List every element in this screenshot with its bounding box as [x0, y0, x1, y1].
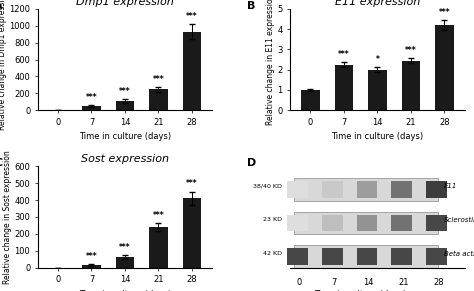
Bar	[426, 181, 447, 198]
Text: ***: ***	[405, 46, 417, 55]
X-axis label: Time in culture (days): Time in culture (days)	[79, 290, 171, 291]
Bar	[392, 215, 412, 231]
Bar	[287, 249, 308, 265]
Text: ***: ***	[338, 50, 350, 59]
Bar	[322, 215, 343, 231]
Y-axis label: Relative change in Dmp1 expression: Relative change in Dmp1 expression	[0, 0, 7, 129]
Bar	[392, 249, 412, 265]
Text: Sclerostin: Sclerostin	[444, 217, 474, 223]
Bar	[116, 101, 134, 110]
Bar	[356, 181, 377, 198]
Title: Sost expression: Sost expression	[81, 154, 169, 164]
Text: 23 KD: 23 KD	[263, 217, 282, 223]
Bar	[183, 198, 201, 268]
X-axis label: Time in culture (days): Time in culture (days)	[331, 132, 424, 141]
Text: 21: 21	[398, 278, 409, 287]
Text: C: C	[0, 158, 2, 168]
Text: D: D	[247, 158, 256, 168]
Text: ***: ***	[86, 252, 97, 261]
Text: ***: ***	[86, 93, 97, 102]
Text: E11: E11	[444, 183, 457, 189]
Text: 7: 7	[331, 278, 337, 287]
Text: 0: 0	[296, 278, 302, 287]
Bar	[322, 181, 343, 198]
Bar	[368, 70, 387, 110]
Bar	[116, 257, 134, 268]
Text: 14: 14	[364, 278, 374, 287]
Bar	[294, 178, 438, 201]
Title: E11 expression: E11 expression	[335, 0, 420, 7]
Bar	[402, 61, 420, 110]
Title: Dmp1 expression: Dmp1 expression	[76, 0, 174, 7]
Bar	[322, 249, 343, 265]
Text: ***: ***	[153, 211, 164, 220]
Text: ***: ***	[153, 74, 164, 84]
Bar	[149, 89, 168, 110]
Text: ***: ***	[119, 243, 131, 252]
Text: ***: ***	[119, 87, 131, 96]
Bar	[356, 249, 377, 265]
Bar	[287, 181, 308, 198]
Bar	[294, 212, 438, 234]
Y-axis label: Relative change in E11 expression: Relative change in E11 expression	[265, 0, 274, 125]
Text: ***: ***	[186, 12, 198, 21]
Text: *: *	[375, 55, 379, 64]
Text: Time in culture (days): Time in culture (days)	[314, 290, 406, 291]
Bar	[82, 265, 100, 268]
Text: A: A	[0, 1, 3, 10]
Bar	[301, 90, 319, 110]
Bar	[149, 227, 168, 268]
Bar	[287, 215, 308, 231]
Bar	[426, 215, 447, 231]
Text: 28: 28	[433, 278, 444, 287]
X-axis label: Time in culture (days): Time in culture (days)	[79, 132, 171, 141]
Bar	[426, 249, 447, 265]
Text: ***: ***	[438, 8, 450, 17]
Text: B: B	[247, 1, 255, 10]
Bar	[356, 215, 377, 231]
Bar	[294, 245, 438, 268]
Text: 38/40 KD: 38/40 KD	[253, 184, 282, 189]
Text: 42 KD: 42 KD	[263, 251, 282, 256]
Bar	[82, 106, 100, 110]
Bar	[435, 25, 454, 110]
Bar	[183, 32, 201, 110]
Bar	[335, 65, 353, 110]
Text: ***: ***	[186, 180, 198, 189]
Y-axis label: Relative change in Sost expression: Relative change in Sost expression	[3, 150, 12, 284]
Bar	[392, 181, 412, 198]
Text: Beta actin: Beta actin	[444, 251, 474, 256]
